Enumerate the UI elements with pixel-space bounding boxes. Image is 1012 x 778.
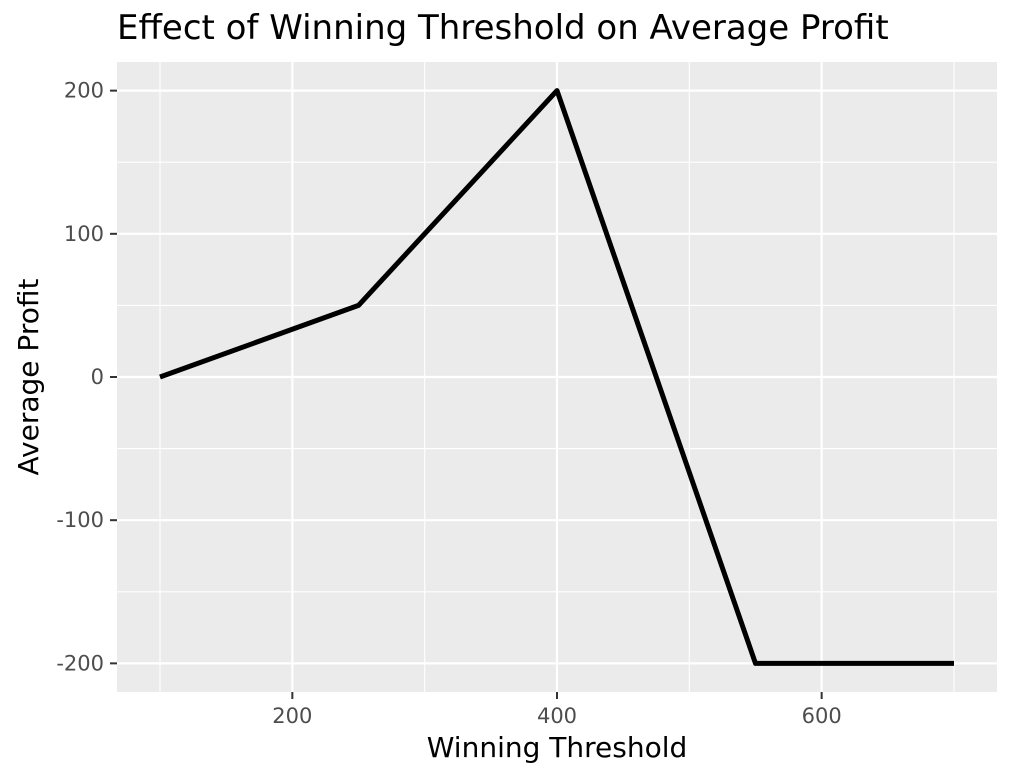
series-line-0 [159,88,954,666]
y-tick-label: -100 [56,508,104,532]
x-axis-title: Winning Threshold [427,731,688,764]
axis-ticks [110,89,823,699]
tick-labels: 200 400 600 -200 -100 0 100 200 [56,79,841,728]
y-axis-title: Average Profit [12,279,45,476]
y-tick-label: 200 [64,79,104,103]
x-tick-label: 400 [537,704,577,728]
y-tick-label: -200 [56,651,104,675]
series-layer [159,88,954,666]
y-tick-label: 100 [64,222,104,246]
y-tick-label: 0 [91,365,104,389]
x-tick-label: 600 [802,704,842,728]
chart-title: Effect of Winning Threshold on Average P… [117,8,889,48]
x-tick-label: 200 [272,704,312,728]
